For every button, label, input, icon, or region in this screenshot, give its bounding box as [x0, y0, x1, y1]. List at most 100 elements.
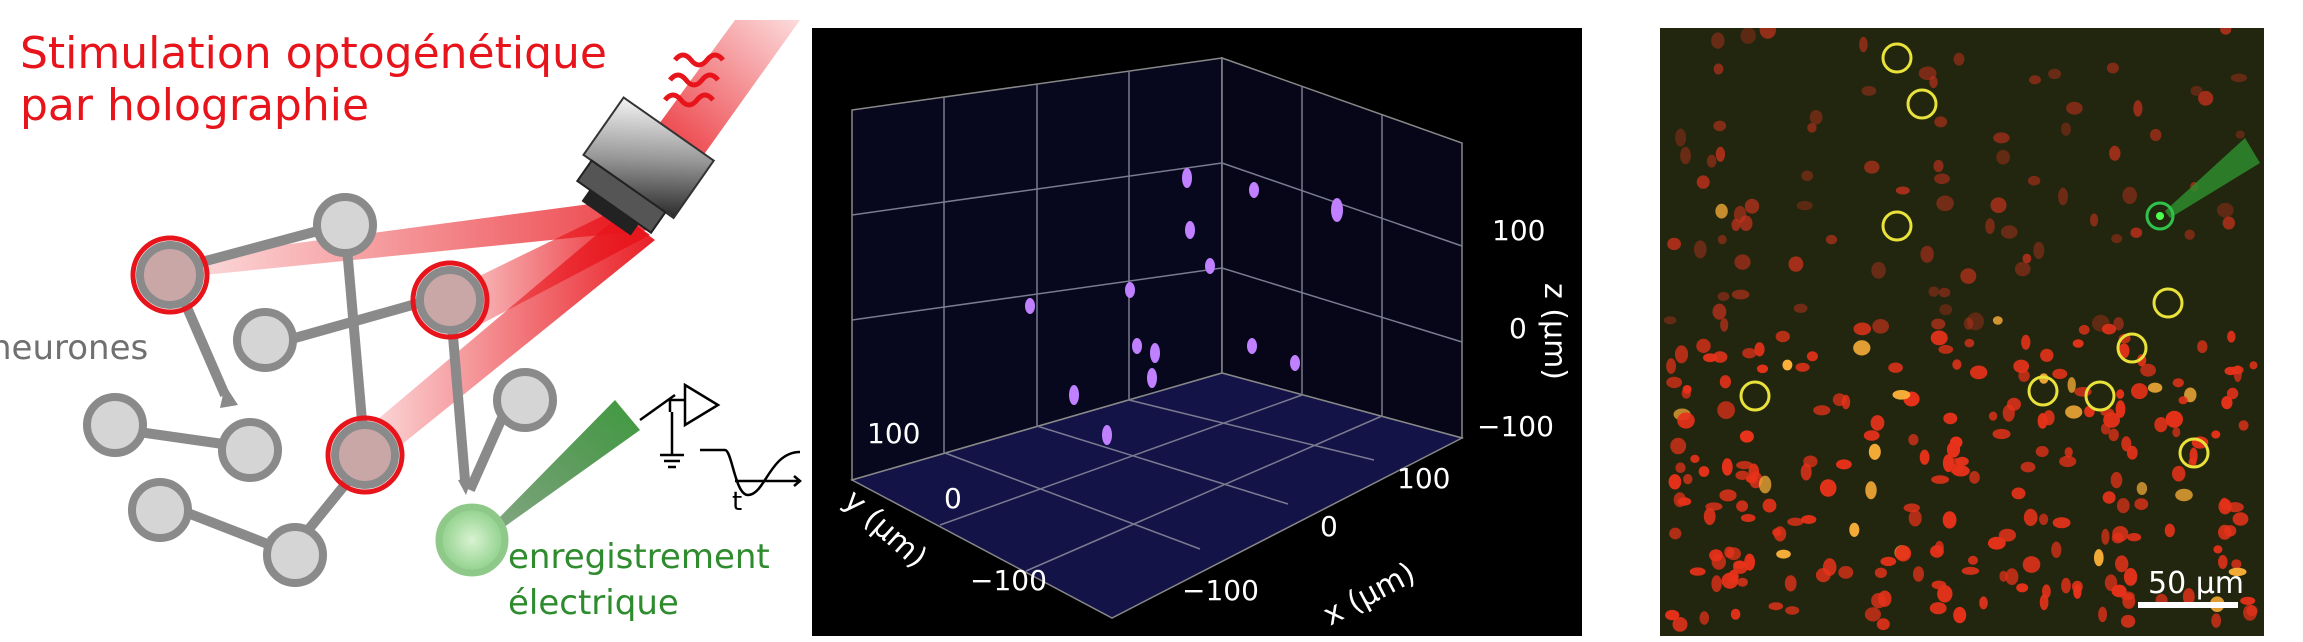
- fluorescent-cell: [1683, 474, 1693, 485]
- fluorescent-cell: [1677, 497, 1692, 506]
- fluorescent-cell: [1863, 430, 1880, 441]
- neuron-cell: [493, 368, 557, 432]
- fluorescent-cell: [1711, 575, 1722, 593]
- fluorescent-cell: [2230, 73, 2247, 83]
- fluorescent-cell: [1990, 197, 2007, 213]
- fluorescent-cell: [1970, 365, 1988, 380]
- fluorescent-cell: [2040, 348, 2054, 362]
- fluorescent-cell: [1740, 28, 1756, 44]
- fluorescent-cell: [1952, 359, 1962, 370]
- fluorescent-cell: [1892, 390, 1911, 400]
- spot: [1150, 343, 1160, 363]
- fluorescent-cell: [2172, 427, 2181, 438]
- fluorescent-cell: [2109, 145, 2121, 161]
- fluorescent-cell: [1993, 132, 2010, 144]
- fluorescent-cell: [1696, 175, 1710, 189]
- fluorescent-cell: [1996, 149, 2010, 165]
- fluorescent-cell: [1803, 455, 1818, 468]
- fluorescent-cell: [1942, 511, 1957, 529]
- fluorescent-cell: [2165, 410, 2183, 428]
- fluorescent-cell: [1772, 528, 1782, 537]
- spot: [1331, 198, 1343, 222]
- fluorescent-cell: [1934, 540, 1944, 554]
- fluorescent-cell: [2233, 365, 2242, 383]
- fluorescent-cell: [2228, 567, 2247, 577]
- recorded-neuron: [435, 503, 509, 577]
- fluorescence-canvas: [1663, 28, 2260, 632]
- fluorescent-cell: [2066, 101, 2083, 115]
- spot: [1132, 338, 1142, 354]
- fluorescent-cell: [2127, 533, 2142, 542]
- fluorescent-cell: [2198, 90, 2214, 106]
- x-tick: 0: [1320, 510, 1338, 543]
- fluorescent-cell: [1680, 146, 1691, 165]
- fluorescent-cell: [1961, 566, 1980, 575]
- fluorescent-cell: [1719, 489, 1737, 502]
- fluorescent-cell: [2052, 517, 2071, 529]
- fluorescent-cell: [1859, 36, 1868, 53]
- x-tick: 100: [1397, 462, 1450, 495]
- fluorescent-cell: [1666, 358, 1676, 374]
- target-circle: [1739, 380, 1771, 412]
- fluorescent-cell: [1999, 570, 2008, 582]
- fluorescent-cell: [1864, 607, 1881, 622]
- stimulation-spots: [1025, 168, 1343, 445]
- neurons: [83, 193, 557, 587]
- fluorescent-cell: [1937, 585, 1953, 603]
- fluorescent-cell: [2039, 594, 2049, 611]
- fluorescent-cell: [2231, 559, 2242, 569]
- neuron-cell: [313, 193, 377, 257]
- spot: [1185, 221, 1195, 239]
- spot: [1247, 338, 1257, 354]
- fluorescent-cell: [1868, 443, 1881, 460]
- fluorescent-cell: [2090, 213, 2099, 227]
- fluorescent-cell: [2113, 317, 2124, 331]
- fluorescent-cell: [1762, 498, 1777, 513]
- fluorescent-cell: [2106, 62, 2119, 74]
- fluorescent-cell: [1730, 608, 1741, 620]
- fluorescent-cell: [2102, 491, 2116, 504]
- floor-plane: [850, 372, 1465, 619]
- fluorescent-cell: [1795, 362, 1810, 372]
- neuron-cell: [218, 418, 282, 482]
- fluorescent-cell: [1871, 261, 1886, 279]
- fluorescent-cell: [1785, 606, 1800, 615]
- fluorescent-cell: [1919, 449, 1930, 465]
- fluorescent-cell: [1876, 618, 1890, 631]
- fluorescent-cell: [1930, 330, 1948, 346]
- fluorescent-cell: [2238, 420, 2249, 431]
- incoming-laser-beam: [640, 20, 800, 160]
- fluorescent-cell: [1744, 198, 1760, 214]
- time-axis-label: t: [732, 487, 743, 517]
- microscope-objective: [575, 96, 716, 236]
- fluorescent-cell: [2022, 253, 2032, 264]
- fluorescent-cell: [1717, 401, 1735, 419]
- fluorescent-cell: [1841, 394, 1851, 410]
- fluorescent-cell: [2232, 512, 2249, 526]
- fluorescent-cell: [2100, 423, 2111, 435]
- fluorescent-cell: [1853, 322, 1872, 336]
- fluorescent-cell: [1992, 428, 2011, 440]
- fluorescent-cell: [1721, 458, 1733, 476]
- fluorescent-cell: [1706, 154, 1717, 168]
- fluorescent-cell: [1836, 459, 1852, 470]
- fluorescent-cell: [1801, 170, 1814, 182]
- fluorescent-cell: [1712, 303, 1727, 320]
- fluorescent-cell: [1838, 566, 1854, 579]
- fluorescent-cell: [1739, 430, 1754, 443]
- spot: [1182, 168, 1192, 188]
- targeted-cell-circles: [1739, 42, 2210, 469]
- fluorescent-cell: [2110, 471, 2123, 489]
- fluorescent-cell: [2007, 397, 2021, 411]
- spot: [1125, 282, 1135, 298]
- fluorescent-cell: [1979, 596, 1988, 610]
- fluorescent-cell: [2190, 85, 2203, 96]
- fluorescent-cell: [1951, 465, 1970, 477]
- fluorescent-cell: [1744, 553, 1755, 571]
- fluorescent-cell: [1853, 340, 1871, 356]
- fluorescent-cell: [1963, 317, 1974, 330]
- fluorescent-cell: [2065, 405, 2083, 419]
- fluorescent-cell: [1733, 205, 1747, 223]
- fluorescent-cell: [1931, 318, 1946, 330]
- fluorescent-cell: [1809, 110, 1823, 125]
